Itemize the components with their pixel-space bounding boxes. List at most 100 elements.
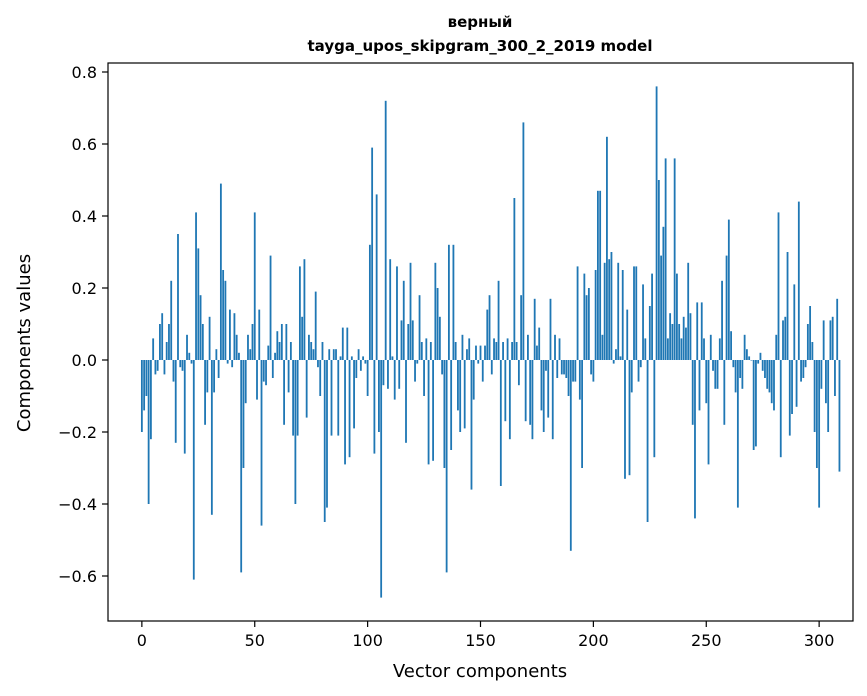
bar [280, 324, 283, 360]
bar [669, 313, 672, 360]
bar [626, 309, 629, 360]
bar [174, 360, 177, 443]
x-axis-label: Vector components [393, 661, 567, 682]
bar [680, 338, 683, 360]
bar [479, 345, 482, 360]
bar [190, 360, 193, 364]
bar [326, 360, 328, 508]
bar [691, 360, 694, 425]
bar [393, 360, 396, 400]
bar [452, 244, 455, 360]
bar [217, 360, 220, 378]
bar [612, 360, 615, 364]
y-axis-label: Components values [14, 254, 35, 432]
bar [700, 302, 703, 360]
bar [366, 360, 369, 396]
bar [768, 360, 771, 393]
bar [818, 360, 821, 508]
y-tick-label: 0.8 [72, 63, 97, 82]
bar [811, 342, 814, 360]
bar [344, 360, 346, 465]
bar [391, 356, 394, 360]
bar [438, 316, 441, 360]
bar [827, 360, 830, 432]
bar [745, 349, 748, 360]
bar [513, 198, 516, 360]
bar [289, 342, 292, 360]
bar [752, 360, 755, 450]
bars-group [140, 86, 841, 598]
bar [287, 360, 290, 393]
bar [490, 360, 493, 375]
bar [757, 360, 760, 364]
bar [402, 280, 405, 360]
bar [188, 352, 191, 360]
bar [806, 324, 809, 360]
bar [378, 360, 380, 432]
bar [199, 295, 202, 360]
bar [323, 360, 326, 522]
bar [274, 352, 276, 360]
bar [457, 360, 459, 411]
bar [825, 360, 827, 404]
bar [330, 360, 333, 436]
bar [242, 360, 245, 468]
bar [567, 360, 570, 396]
bar [707, 360, 710, 465]
bar [368, 244, 371, 360]
bar [310, 342, 313, 360]
bar [556, 360, 559, 378]
bar [664, 158, 667, 360]
bar [791, 360, 793, 414]
bar [540, 360, 543, 411]
bar [773, 360, 775, 411]
bar [475, 345, 477, 360]
bar [181, 360, 184, 371]
bar [619, 356, 622, 360]
bar [676, 273, 678, 360]
bar [486, 309, 489, 360]
bar [488, 295, 491, 360]
bar [560, 360, 563, 375]
bar [736, 360, 739, 508]
bar [195, 212, 197, 360]
bar [718, 338, 721, 360]
bar [800, 360, 802, 382]
bar [359, 360, 362, 371]
bar [382, 360, 385, 386]
bar [587, 288, 590, 360]
bar [610, 252, 613, 360]
x-tick-label: 200 [578, 631, 609, 650]
bar [585, 295, 588, 360]
bar [335, 349, 337, 360]
bar [204, 360, 206, 425]
bar [603, 262, 606, 360]
bar [813, 360, 816, 432]
bar [161, 313, 164, 360]
bar [721, 280, 723, 360]
bar [235, 334, 238, 360]
bar [653, 360, 656, 458]
bar [831, 316, 834, 360]
bar [655, 86, 658, 361]
bar [224, 280, 227, 360]
bar [755, 360, 757, 447]
bar [766, 360, 769, 389]
bar [244, 360, 247, 404]
bar [267, 345, 270, 360]
bar [804, 360, 807, 368]
x-tick-label: 100 [352, 631, 383, 650]
bar [554, 334, 556, 360]
bar [594, 270, 597, 360]
bar [411, 320, 414, 360]
bar [481, 360, 484, 382]
y-tick-label: −0.4 [58, 495, 97, 514]
bar [576, 266, 579, 360]
bar [357, 349, 360, 360]
bar [750, 360, 753, 361]
bar [206, 360, 209, 393]
bar [427, 360, 430, 465]
y-tick-label: 0.4 [72, 207, 97, 226]
bar [332, 349, 335, 360]
chart-title: верный [448, 13, 513, 31]
